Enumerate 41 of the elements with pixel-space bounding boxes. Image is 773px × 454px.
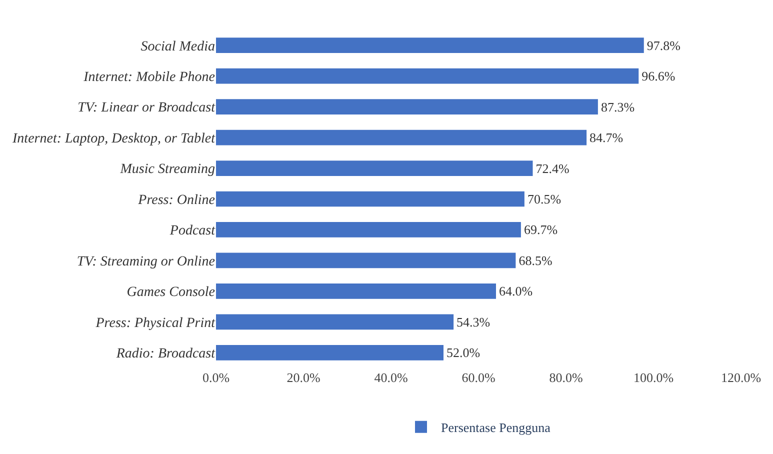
bar <box>216 314 454 330</box>
data-label: 52.0% <box>446 345 480 360</box>
x-tick-label: 80.0% <box>549 370 583 385</box>
y-tick-label: Social Media <box>140 39 215 54</box>
y-tick-label: TV: Streaming or Online <box>76 254 215 270</box>
y-tick-label: Internet: Laptop, Desktop, or Tablet <box>12 131 216 146</box>
y-tick-label: Press: Physical Print <box>94 316 216 331</box>
bar <box>216 160 533 176</box>
data-label: 69.7% <box>524 222 558 238</box>
bar <box>216 252 516 268</box>
data-label: 84.7% <box>590 130 624 146</box>
x-tick-label: 40.0% <box>374 370 408 385</box>
data-label: 87.3% <box>600 99 635 114</box>
bar <box>216 130 587 146</box>
y-tick-label: Internet: Mobile Phone <box>82 70 215 85</box>
bar <box>216 344 444 360</box>
data-label: 54.3% <box>456 314 490 330</box>
data-label: 64.0% <box>499 284 533 299</box>
y-tick-label: Games Console <box>126 285 215 300</box>
bar <box>216 99 598 114</box>
y-tick-label: TV: Linear or Broadcast <box>78 100 216 116</box>
bar <box>216 191 524 207</box>
data-label: 96.6% <box>642 68 676 84</box>
legend-label: Persentase Pengguna <box>441 420 551 435</box>
bar <box>216 222 521 238</box>
x-tick-label: 60.0% <box>462 370 496 385</box>
x-tick-label: 120.0% <box>720 370 762 385</box>
data-label: 68.5% <box>518 252 552 268</box>
bar <box>216 38 644 54</box>
y-tick-label: Radio: Broadcast <box>115 346 216 362</box>
x-tick-label: 0.0% <box>202 370 230 385</box>
data-label: 97.8% <box>646 38 681 53</box>
bar <box>216 284 496 299</box>
y-tick-label: Press: Online <box>137 192 215 208</box>
x-tick-label: 20.0% <box>286 370 320 385</box>
bar <box>216 68 639 84</box>
y-tick-label: Music Streaming <box>119 162 215 178</box>
y-tick-label: Podcast <box>168 224 216 239</box>
data-label: 72.4% <box>536 160 570 176</box>
data-label: 70.5% <box>527 192 562 206</box>
x-tick-label: 100.0% <box>633 370 674 385</box>
